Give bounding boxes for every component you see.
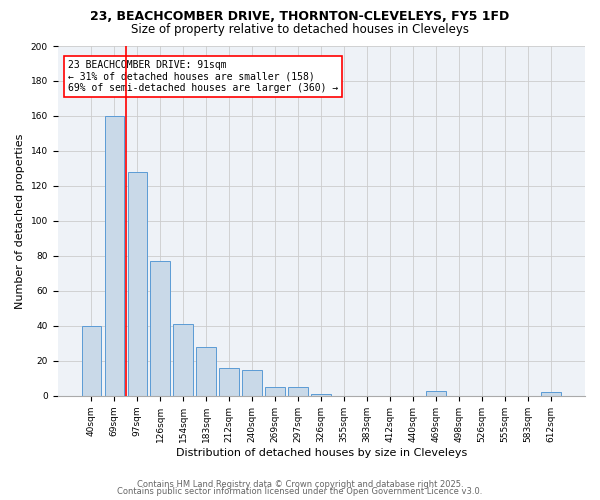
X-axis label: Distribution of detached houses by size in Cleveleys: Distribution of detached houses by size … — [176, 448, 467, 458]
Bar — [265, 387, 285, 396]
Bar — [311, 394, 331, 396]
Bar — [82, 326, 101, 396]
Bar — [196, 347, 216, 396]
Bar — [128, 172, 147, 396]
Text: 23, BEACHCOMBER DRIVE, THORNTON-CLEVELEYS, FY5 1FD: 23, BEACHCOMBER DRIVE, THORNTON-CLEVELEY… — [91, 10, 509, 23]
Bar — [220, 368, 239, 396]
Bar — [541, 392, 561, 396]
Text: Contains HM Land Registry data © Crown copyright and database right 2025.: Contains HM Land Registry data © Crown c… — [137, 480, 463, 489]
Text: Contains public sector information licensed under the Open Government Licence v3: Contains public sector information licen… — [118, 487, 482, 496]
Bar — [151, 261, 170, 396]
Text: Size of property relative to detached houses in Cleveleys: Size of property relative to detached ho… — [131, 22, 469, 36]
Bar — [242, 370, 262, 396]
Bar — [427, 390, 446, 396]
Bar — [173, 324, 193, 396]
Bar — [289, 387, 308, 396]
Y-axis label: Number of detached properties: Number of detached properties — [15, 133, 25, 308]
Bar — [104, 116, 124, 396]
Text: 23 BEACHCOMBER DRIVE: 91sqm
← 31% of detached houses are smaller (158)
69% of se: 23 BEACHCOMBER DRIVE: 91sqm ← 31% of det… — [68, 60, 338, 93]
